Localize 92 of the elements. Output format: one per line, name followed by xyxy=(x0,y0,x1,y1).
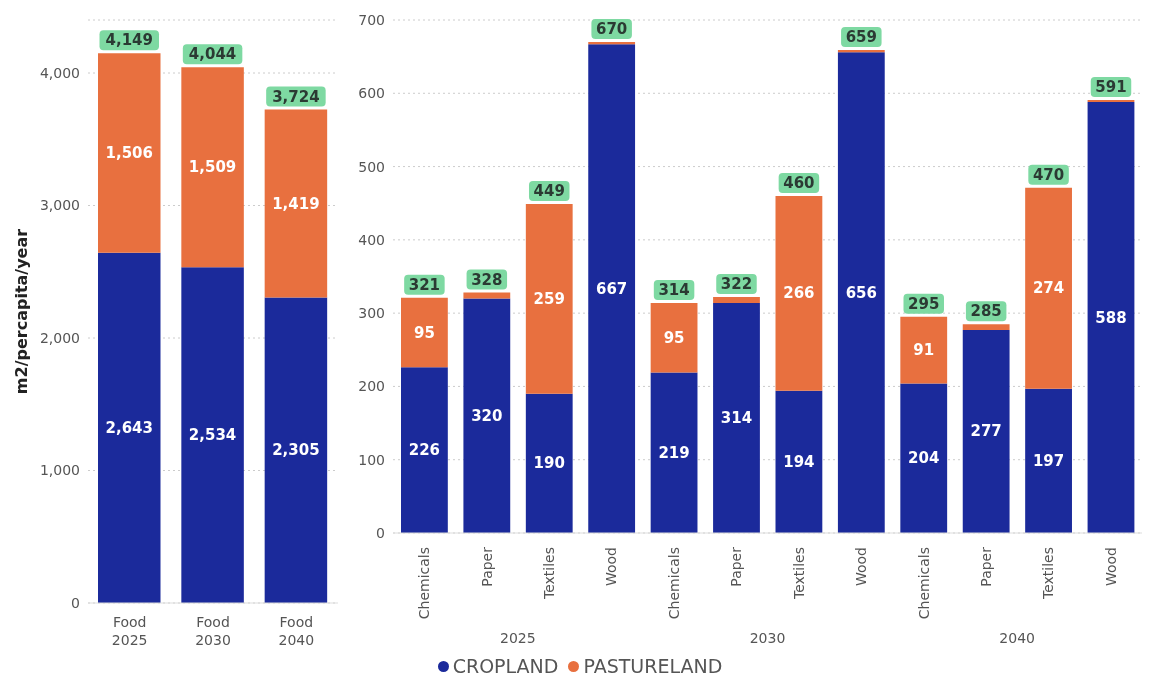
bar xyxy=(650,372,698,533)
data-label: 91 xyxy=(913,341,935,360)
bar xyxy=(837,50,885,53)
data-label: 274 xyxy=(1032,279,1065,298)
data-label: 1,509 xyxy=(188,158,237,177)
total-label: 328 xyxy=(471,270,503,289)
bar xyxy=(181,267,244,603)
x-tick-label: Wood xyxy=(1102,547,1119,587)
data-label: 2,305 xyxy=(272,441,320,460)
data-label: 95 xyxy=(413,323,435,342)
y-tick-label: 600 xyxy=(358,85,385,102)
y-tick-label: 2,000 xyxy=(39,329,80,346)
y-tick-label: 100 xyxy=(358,451,385,468)
data-label: 95 xyxy=(663,328,685,347)
text: 2040 xyxy=(999,630,1035,646)
data-label: 194 xyxy=(783,452,815,471)
data-label: 259 xyxy=(533,289,565,308)
x-tick-label: Wood xyxy=(853,547,870,587)
data-label: 266 xyxy=(783,284,815,303)
total-label: 460 xyxy=(783,173,815,192)
y-axis-title: m2/percapita/year xyxy=(11,228,31,395)
x-tick-label: Paper xyxy=(478,546,495,587)
text: 2030 xyxy=(749,630,786,646)
y-tick-label: 500 xyxy=(358,158,385,175)
bar xyxy=(962,324,1010,330)
x-tick-label: Chemicals xyxy=(416,547,433,620)
y-tick-label: 4,000 xyxy=(39,64,80,81)
data-label: 656 xyxy=(845,283,877,302)
bar xyxy=(98,252,161,603)
x-tick-label: Food 2030 xyxy=(195,614,231,648)
bar xyxy=(713,297,760,303)
x-tick-label: Food 2040 xyxy=(278,614,315,648)
data-label: 197 xyxy=(1032,451,1065,470)
total-label: 659 xyxy=(845,28,877,47)
bar xyxy=(837,52,885,533)
bar xyxy=(900,383,948,533)
bar xyxy=(713,302,760,533)
bar xyxy=(525,393,573,533)
data-label: 314 xyxy=(720,408,753,427)
data-label: 2,534 xyxy=(188,426,237,445)
y-tick-label: 0 xyxy=(376,524,385,541)
total-label: 285 xyxy=(970,302,1002,321)
y-tick-label: 0 xyxy=(71,594,80,611)
data-label: 588 xyxy=(1095,308,1127,327)
data-label: 277 xyxy=(970,422,1002,441)
total-label: 295 xyxy=(908,294,940,313)
data-label: 667 xyxy=(596,279,628,298)
bar xyxy=(463,298,511,533)
total-label: 321 xyxy=(408,275,441,294)
bar xyxy=(775,390,823,533)
data-label: 2,643 xyxy=(105,418,153,437)
x-tick-label: Wood xyxy=(603,547,620,587)
total-label: 470 xyxy=(1032,165,1065,184)
total-label: 449 xyxy=(533,181,565,200)
total-label: 314 xyxy=(658,280,690,299)
y-tick-label: 400 xyxy=(358,231,385,248)
legend-label: PASTURELAND xyxy=(582,655,723,677)
total-label: 4,149 xyxy=(105,31,153,50)
data-label: 1,506 xyxy=(105,144,153,163)
y-tick-label: 300 xyxy=(358,305,385,322)
total-label: 322 xyxy=(720,275,753,294)
y-tick-label: 200 xyxy=(358,378,385,395)
bar xyxy=(588,44,636,533)
x-tick-label: Textiles xyxy=(541,547,558,601)
bar xyxy=(962,330,1010,533)
legend-label: CROPLAND xyxy=(451,655,559,677)
text: 2025 xyxy=(500,630,536,646)
total-label: 3,724 xyxy=(272,87,320,106)
data-label: 219 xyxy=(658,443,690,462)
data-label: 204 xyxy=(908,449,940,468)
total-label: 4,044 xyxy=(188,45,237,64)
x-tick-label: Paper xyxy=(728,546,745,587)
y-tick-label: 3,000 xyxy=(39,197,80,214)
x-tick-label: Paper xyxy=(977,546,994,587)
x-tick-label: Food 2025 xyxy=(111,614,148,648)
x-tick-label: Textiles xyxy=(790,547,807,601)
bar xyxy=(264,297,328,603)
total-label: 670 xyxy=(596,19,628,38)
x-tick-label: Chemicals xyxy=(915,547,932,620)
data-label: 320 xyxy=(471,406,503,425)
x-tick-label: Textiles xyxy=(1040,547,1057,601)
bar xyxy=(588,41,636,45)
x-tick-label: Chemicals xyxy=(665,547,682,620)
data-label: 190 xyxy=(533,454,565,473)
y-tick-label: 1,000 xyxy=(39,462,80,479)
bar xyxy=(401,367,448,533)
total-label: 591 xyxy=(1095,77,1127,96)
data-label: 226 xyxy=(408,441,441,460)
y-tick-label: 700 xyxy=(358,11,385,28)
bar xyxy=(1087,102,1135,533)
data-label: 1,419 xyxy=(272,194,320,213)
bar xyxy=(1025,388,1072,533)
